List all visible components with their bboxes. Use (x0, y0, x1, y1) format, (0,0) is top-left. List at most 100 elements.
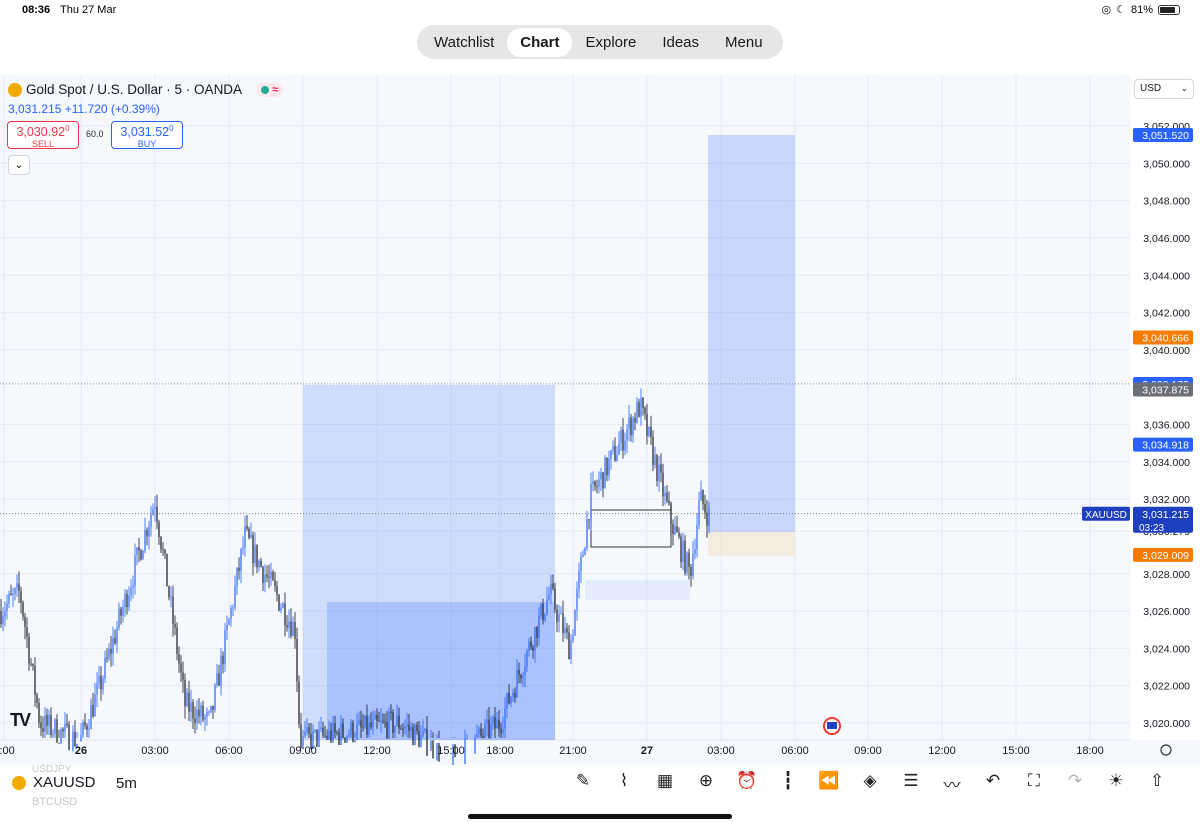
candle-body (582, 554, 584, 557)
candle-body (680, 536, 682, 562)
candle-body (370, 722, 372, 728)
candle-body (622, 429, 624, 451)
symbol-header[interactable]: Gold Spot / U.S. Dollar · 5 · OANDA ≈ (8, 82, 284, 97)
candle-body (490, 723, 492, 739)
candle-body (54, 719, 56, 734)
collapse-legend-button[interactable]: ⌄ (8, 155, 30, 175)
sell-button[interactable]: 3,030.920 SELL (7, 121, 79, 149)
candle-body (602, 472, 604, 489)
candle-body (102, 678, 104, 690)
price-axis: 3,052.0003,050.0003,048.0003,046.0003,04… (1082, 121, 1193, 730)
price-chart[interactable]: 3,052.0003,050.0003,048.0003,046.0003,04… (0, 0, 1200, 765)
price-marker (1133, 127, 1193, 142)
alarm-icon[interactable]: ⏰ (736, 771, 758, 790)
candle-body (322, 727, 324, 736)
share-icon[interactable]: ⇧ (1149, 771, 1165, 790)
candle-body (130, 587, 132, 596)
candle-body (190, 702, 192, 712)
candle-body (234, 586, 236, 608)
candle-body (392, 712, 394, 733)
candle-body (38, 702, 40, 723)
candle-body (66, 723, 68, 725)
redo-icon[interactable]: ↷ (1067, 771, 1083, 790)
undo-icon[interactable]: ↶ (985, 771, 1001, 790)
candle-body (10, 593, 12, 595)
tab-ideas[interactable]: Ideas (662, 33, 700, 51)
candle-body (94, 694, 96, 717)
candle-body (246, 526, 248, 529)
currency-select[interactable]: USD ⌄ (1134, 79, 1194, 99)
candle-body (708, 508, 710, 526)
candle-body (46, 715, 48, 726)
tab-watchlist[interactable]: Watchlist (434, 33, 495, 51)
candle-body (334, 723, 336, 733)
price-marker-label: 3,031.215 (1142, 509, 1189, 521)
bulb-icon[interactable]: ☀ (1108, 771, 1124, 790)
candle-body (500, 729, 502, 734)
candle-body (358, 720, 360, 724)
battery-percent: 81% (1130, 3, 1153, 16)
time-tick-label: 03:00 (141, 745, 169, 757)
candle-body (230, 607, 232, 619)
time-tick-label: 09:00 (854, 745, 882, 757)
price-tick-label: 3,032.000 (1143, 494, 1190, 506)
tab-chart[interactable]: Chart (507, 27, 573, 57)
candle-body (382, 720, 384, 722)
candles-icon[interactable]: ┇ (782, 771, 794, 790)
layers-icon[interactable]: ◈ (863, 771, 877, 790)
candle-body (588, 519, 590, 521)
candle-body (404, 726, 406, 729)
symbol-title[interactable]: Gold Spot / U.S. Dollar · 5 · OANDA (26, 82, 243, 97)
candle-body (226, 624, 228, 631)
price-tick-label: 3,040.000 (1143, 345, 1190, 357)
fullscreen-icon[interactable]: ⛶ (1028, 771, 1040, 790)
timeframe-selector[interactable]: 5m (116, 775, 137, 792)
candle-body (16, 583, 18, 589)
chart-area[interactable] (0, 75, 1200, 765)
candle-body (104, 657, 106, 679)
candle-body (48, 714, 50, 726)
pencil-icon[interactable]: ✎ (575, 771, 591, 790)
candle-body (474, 737, 476, 754)
market-status-pill[interactable]: ≈ (256, 82, 284, 97)
candle-body (480, 728, 482, 736)
candle-body (170, 596, 172, 598)
price-axis-column[interactable] (1130, 75, 1200, 740)
price-tick-label: 3,046.000 (1143, 233, 1190, 245)
sell-price: 3,030.92 (16, 125, 66, 140)
candle-body (568, 632, 570, 660)
replay-icon[interactable]: ⏪ (818, 771, 840, 790)
candle-body (584, 548, 586, 555)
candle-body (556, 609, 558, 622)
add-icon[interactable]: ⊕ (698, 771, 714, 790)
candle-body (608, 458, 610, 476)
symbol-selector[interactable]: USDJPY XAUUSD BTCUSD (12, 764, 96, 808)
buy-button[interactable]: 3,031.520 BUY (111, 121, 183, 149)
price-tick-label: 3,034.000 (1143, 457, 1190, 469)
candle-body (374, 715, 376, 720)
time-tick-label: 12:00 (928, 745, 956, 757)
candle-body (506, 693, 508, 709)
candle-body (492, 717, 494, 724)
candle-body (630, 417, 632, 436)
candle-body (674, 526, 676, 535)
candle-body (542, 603, 544, 621)
trendline-icon[interactable]: 〰 (943, 776, 961, 795)
candle-body (36, 694, 38, 703)
candle-body (296, 638, 298, 682)
settings-icon[interactable]: ☰ (903, 771, 919, 790)
candle-body (34, 665, 36, 695)
tab-menu[interactable]: Menu (725, 33, 763, 51)
candle-body (484, 724, 486, 739)
layout-icon[interactable]: ▦ (656, 771, 674, 790)
candle-body (652, 436, 654, 466)
time-tick-label: 12:00 (363, 745, 391, 757)
tab-explore[interactable]: Explore (585, 33, 637, 51)
candle-body (400, 728, 402, 730)
candle-body (530, 641, 532, 648)
candle-body (92, 704, 94, 717)
candle-body (558, 613, 560, 622)
gold-coin-icon (8, 82, 22, 97)
indicators-icon[interactable]: ⌇ (619, 771, 629, 790)
candle-body (20, 591, 22, 603)
